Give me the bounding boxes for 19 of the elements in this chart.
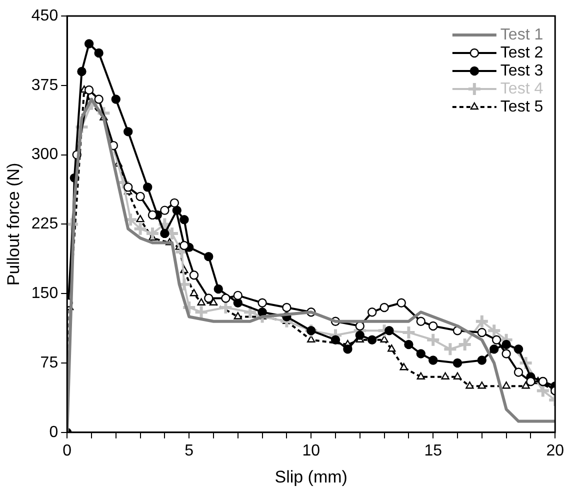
legend-label: Test 5 <box>500 98 544 116</box>
y-tick-label: 300 <box>31 146 58 164</box>
y-tick-label: 75 <box>40 354 58 372</box>
legend-label: Test 1 <box>500 26 544 44</box>
x-tick-label: 10 <box>302 442 320 460</box>
x-tick-label: 5 <box>184 442 194 460</box>
legend-label: Test 2 <box>500 44 544 62</box>
legend-label: Test 3 <box>500 62 544 80</box>
y-axis-title: Pullout force (N) <box>4 162 23 286</box>
legend-label: Test 4 <box>500 80 544 98</box>
y-tick-label: 375 <box>31 76 58 94</box>
y-tick-label: 0 <box>49 424 58 441</box>
x-tick-label: 15 <box>424 442 442 460</box>
x-axis-title: Slip (mm) <box>274 467 348 486</box>
y-tick-label: 450 <box>31 7 58 24</box>
x-tick-label: 20 <box>546 442 564 460</box>
y-tick-label: 150 <box>31 285 58 302</box>
x-tick-label: 0 <box>62 442 72 460</box>
y-tick-label: 225 <box>31 216 58 233</box>
